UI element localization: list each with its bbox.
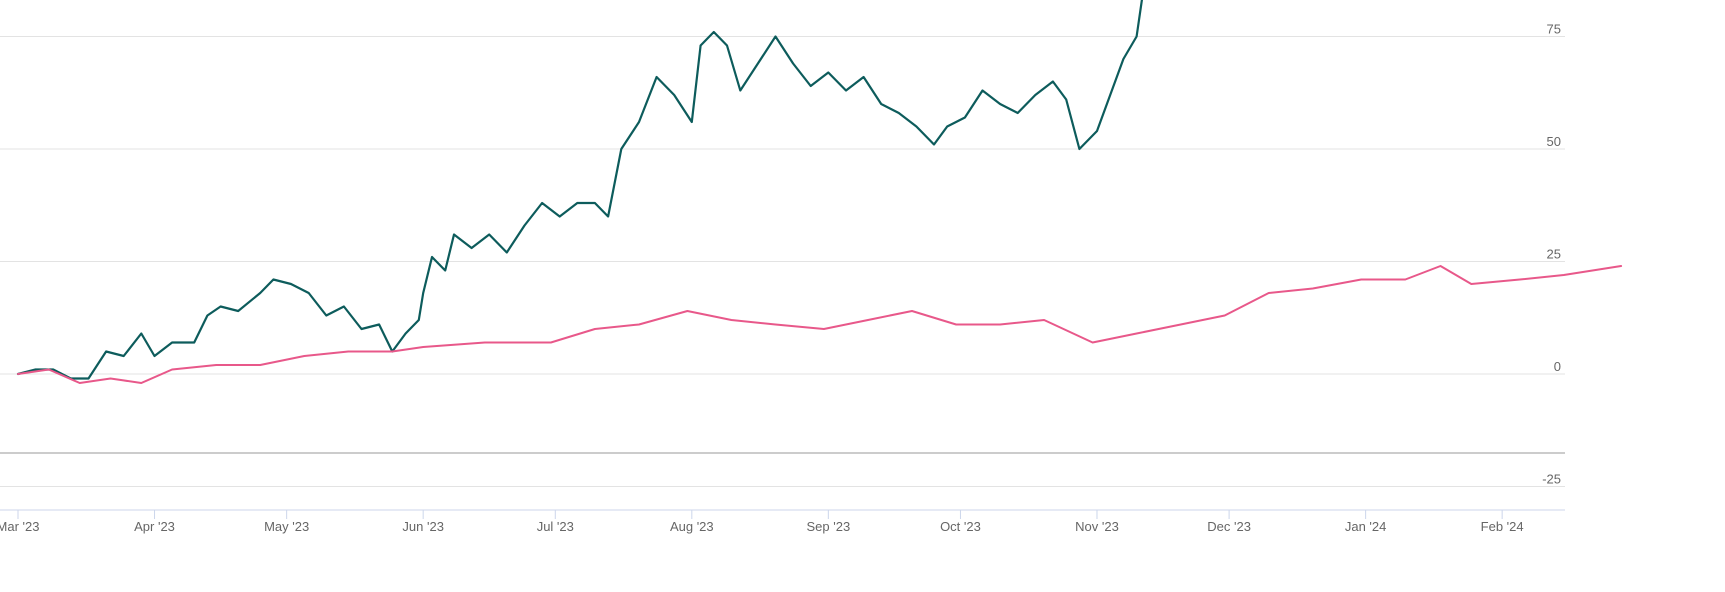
x-tick-label: Jun '23 [402, 519, 444, 534]
x-tick-label: Mar '23 [0, 519, 39, 534]
x-tick-label: Nov '23 [1075, 519, 1119, 534]
x-tick-label: May '23 [264, 519, 309, 534]
x-tick-label: Jan '24 [1345, 519, 1387, 534]
x-tick-label: Aug '23 [670, 519, 714, 534]
x-tick-label: Feb '24 [1481, 519, 1524, 534]
y-tick-label: -25 [1542, 472, 1561, 487]
series-layer [16, 0, 1623, 384]
y-tick-label: 75 [1547, 22, 1561, 37]
y-axis: 1501251007550250-25 [1542, 22, 1561, 487]
series-line-2 [17, 265, 1623, 384]
x-tick-label: Oct '23 [940, 519, 981, 534]
y-tick-label: 0 [1554, 359, 1561, 374]
series-line-1 [16, 0, 1143, 380]
grid-layer [0, 36, 1565, 487]
x-axis: Mar '23 Apr '23 May '23 Jun '23 Jul '23 Aug '… [0, 509, 1565, 534]
x-tick-label: Apr '23 [134, 519, 175, 534]
x-tick-label: Dec '23 [1207, 519, 1251, 534]
y-tick-label: 50 [1547, 134, 1561, 149]
x-tick-label: Jul '23 [537, 519, 574, 534]
x-tick-label: Sep '23 [806, 519, 850, 534]
y-tick-label: 25 [1547, 247, 1561, 262]
